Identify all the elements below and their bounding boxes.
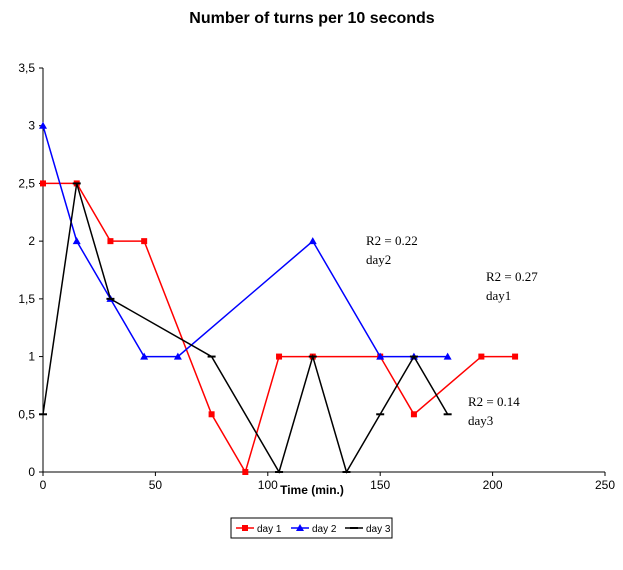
data-point-day-2 — [140, 352, 149, 360]
data-point-day-2 — [376, 352, 385, 360]
annotations: R2 = 0.22 day2 R2 = 0.27 day1 R2 = 0.14 … — [366, 233, 538, 428]
annotation-label-day3: day3 — [468, 413, 493, 428]
legend-label: day 1 — [257, 524, 282, 535]
series-day-3 — [39, 182, 452, 474]
legend-item-day-2: day 2 — [291, 524, 337, 535]
legend: day 1 day 2 day 3 — [230, 517, 393, 539]
annotation-r2-day3: R2 = 0.14 — [468, 394, 520, 409]
data-point-day-1 — [208, 411, 215, 418]
legend-label: day 2 — [312, 524, 337, 535]
data-point-day-1 — [410, 411, 417, 418]
y-tick-label: 0 — [28, 465, 35, 479]
data-point-day-1 — [141, 238, 148, 245]
y-tick-label: 2 — [28, 234, 35, 248]
series-group — [39, 121, 519, 475]
series-line-day-1 — [43, 182, 516, 474]
data-point-day-2 — [173, 352, 182, 360]
data-point-day-2 — [443, 352, 452, 360]
annotation-r2-day1: R2 = 0.27 — [486, 269, 538, 284]
x-tick-label: 200 — [483, 478, 503, 492]
y-tick-label: 2,5 — [18, 176, 35, 190]
legend-swatch-marker — [242, 525, 248, 531]
annotation-r2-day2: R2 = 0.22 — [366, 233, 418, 248]
x-tick-label: 250 — [595, 478, 615, 492]
y-tick-label: 1 — [28, 350, 35, 364]
axes — [42, 68, 605, 473]
data-point-day-1 — [512, 353, 519, 360]
legend-item-day-3: day 3 — [345, 524, 391, 535]
data-point-day-1 — [478, 353, 485, 360]
series-line-day-3 — [42, 183, 449, 474]
x-tick-label: 0 — [40, 478, 47, 492]
y-tick-label: 3 — [28, 119, 35, 133]
x-tick-label: 150 — [370, 478, 390, 492]
y-tick-label: 3,5 — [18, 61, 35, 75]
data-point-day-1 — [40, 180, 46, 187]
annotation-label-day2: day2 — [366, 252, 391, 267]
x-ticks: 0 50 100 150 200 250 — [40, 472, 615, 492]
x-tick-label: 50 — [149, 478, 163, 492]
data-point-day-2 — [39, 121, 47, 129]
series-day-1 — [40, 180, 519, 475]
data-point-day-1 — [107, 238, 114, 245]
legend-swatch-marker — [296, 524, 304, 531]
y-tick-label: 0,5 — [18, 407, 35, 421]
legend-box — [230, 517, 393, 539]
y-tick-label: 1,5 — [18, 292, 35, 306]
annotation-label-day1: day1 — [486, 288, 511, 303]
x-tick-label: 100 — [258, 478, 278, 492]
legend-label: day 3 — [366, 524, 391, 535]
data-point-day-1 — [276, 353, 283, 360]
x-axis-label: Time (min.) — [280, 483, 344, 497]
chart-title: Number of turns per 10 seconds — [189, 10, 434, 27]
legend-item-day-1: day 1 — [236, 524, 282, 535]
data-point-day-2 — [72, 237, 81, 245]
data-point-day-1 — [242, 469, 249, 475]
data-point-day-2 — [308, 237, 317, 245]
y-ticks: 0 0,5 1 1,5 2 2,5 3 3,5 — [18, 61, 43, 479]
